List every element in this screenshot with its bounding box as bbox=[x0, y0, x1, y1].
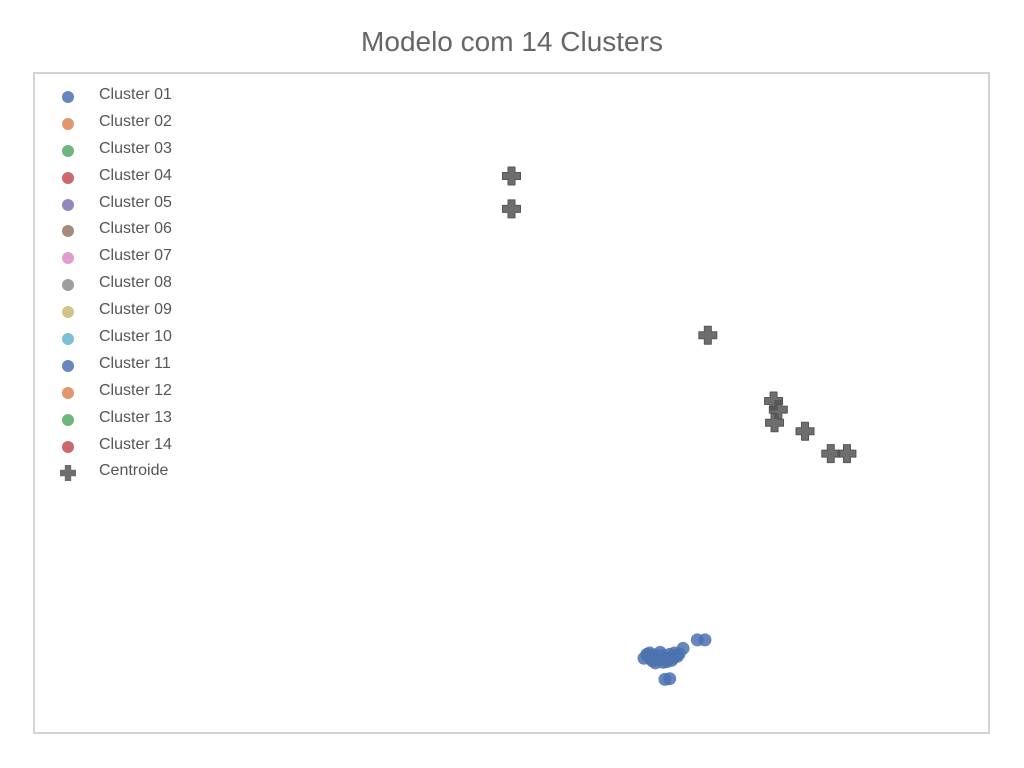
legend-item: Cluster 02 bbox=[52, 111, 252, 138]
data-point bbox=[660, 655, 674, 669]
legend-label: Cluster 03 bbox=[99, 139, 172, 157]
centroid-marker bbox=[768, 400, 788, 420]
legend-marker bbox=[62, 386, 74, 399]
points-layer bbox=[637, 633, 712, 686]
legend-item: Cluster 12 bbox=[52, 380, 252, 407]
centroid-marker bbox=[765, 413, 785, 433]
chart-title: Modelo com 14 Clusters bbox=[361, 26, 663, 57]
legend-label: Cluster 13 bbox=[99, 408, 172, 426]
legend-item: Cluster 09 bbox=[52, 299, 252, 326]
plus-icon bbox=[60, 465, 76, 482]
centroid-marker bbox=[502, 199, 521, 219]
centroid-marker bbox=[795, 421, 815, 441]
legend-label: Centroide bbox=[99, 462, 169, 480]
legend-marker bbox=[62, 359, 74, 372]
data-point bbox=[658, 672, 672, 686]
legend-marker bbox=[62, 440, 74, 453]
legend-label: Cluster 01 bbox=[99, 86, 172, 103]
legend-label: Cluster 11 bbox=[99, 354, 171, 372]
legend: Cluster 01 Cluster 02 Cluster 03 Cluster 04… bbox=[52, 84, 252, 487]
legend-marker bbox=[62, 413, 74, 426]
legend-label: Cluster 09 bbox=[99, 301, 172, 319]
legend-marker bbox=[62, 91, 74, 103]
centroid-marker bbox=[698, 325, 718, 345]
data-point bbox=[646, 654, 660, 668]
centroid-marker bbox=[821, 444, 841, 464]
legend-marker bbox=[62, 252, 74, 265]
legend-item: Cluster 10 bbox=[52, 326, 252, 353]
legend-item: Cluster 03 bbox=[52, 138, 252, 165]
legend-marker bbox=[62, 117, 74, 130]
legend-marker bbox=[62, 306, 74, 319]
legend-marker bbox=[62, 198, 74, 211]
legend-label: Cluster 06 bbox=[99, 220, 172, 238]
legend-item: Cluster 14 bbox=[52, 434, 252, 461]
centroid-marker bbox=[502, 166, 521, 186]
legend-item: Cluster 04 bbox=[52, 165, 252, 192]
legend-item: Cluster 06 bbox=[52, 218, 252, 245]
legend-label: Cluster 02 bbox=[99, 112, 172, 130]
legend-item: Cluster 07 bbox=[52, 245, 252, 272]
data-point bbox=[698, 633, 712, 647]
legend-marker bbox=[62, 171, 74, 184]
centroid-marker bbox=[837, 444, 857, 464]
legend-marker bbox=[62, 144, 74, 157]
legend-item: Cluster 08 bbox=[52, 272, 252, 299]
centroids-layer bbox=[502, 166, 857, 464]
legend-item-centroid: Centroide bbox=[52, 460, 252, 487]
legend-marker bbox=[62, 225, 74, 238]
legend-item: Cluster 01 bbox=[52, 84, 252, 111]
legend-item: Cluster 13 bbox=[52, 407, 252, 434]
data-point bbox=[672, 647, 686, 661]
legend-marker bbox=[62, 333, 74, 346]
legend-label: Cluster 10 bbox=[99, 328, 172, 346]
legend-label: Cluster 04 bbox=[99, 166, 172, 184]
legend-label: Cluster 12 bbox=[99, 381, 172, 399]
legend-item: Cluster 05 bbox=[52, 192, 252, 219]
legend-label: Cluster 14 bbox=[99, 435, 172, 453]
data-point bbox=[653, 645, 667, 659]
legend-label: Cluster 07 bbox=[99, 247, 172, 265]
legend-marker bbox=[62, 279, 74, 292]
legend-label: Cluster 05 bbox=[99, 193, 172, 211]
legend-label: Cluster 08 bbox=[99, 274, 172, 292]
legend-item: Cluster 11 bbox=[52, 353, 252, 380]
